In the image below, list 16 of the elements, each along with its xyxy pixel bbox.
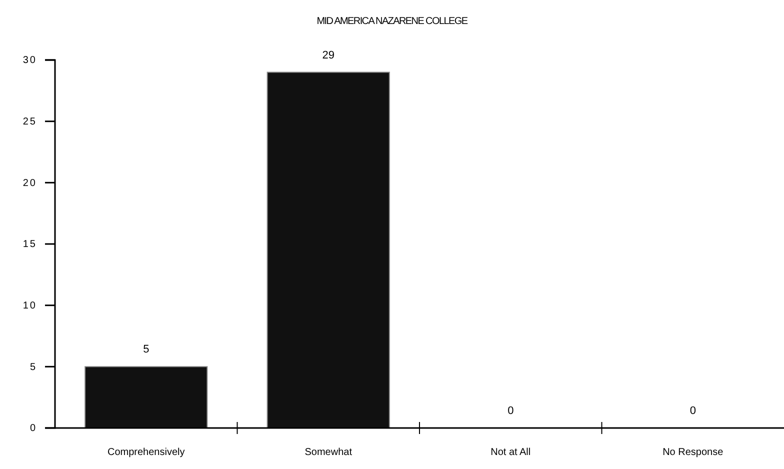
y-tick-label: 10	[22, 300, 37, 312]
y-tick-label: 30	[22, 55, 37, 66]
x-tick-label: Somewhat	[304, 447, 352, 458]
data-label: 5	[143, 344, 150, 356]
x-tick-label: Not at All	[490, 447, 531, 458]
y-tick-label: 0	[30, 423, 37, 434]
data-label: 0	[690, 405, 696, 417]
data-label: 0	[508, 405, 514, 417]
y-tick-label: 20	[22, 178, 37, 189]
x-tick-label: No Response	[662, 447, 724, 458]
x-tick-label: Comprehensively	[107, 447, 185, 458]
chart-title: MID AMERICA NAZARENE COLLEGE	[316, 16, 468, 27]
y-tick-label: 5	[30, 362, 37, 373]
y-tick-label: 15	[22, 239, 37, 250]
y-tick-label: 25	[22, 116, 37, 128]
data-label: 29	[322, 49, 334, 62]
